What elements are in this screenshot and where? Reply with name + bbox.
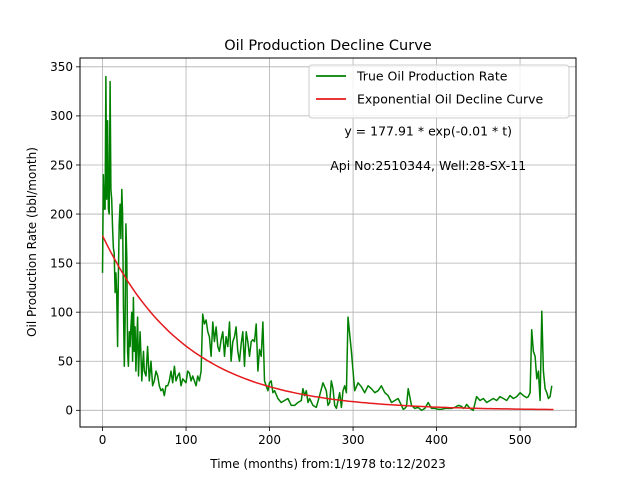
well-info-annotation: Api No:2510344, Well:28-SX-11 — [330, 158, 526, 173]
series-line-exponential-fit — [101, 235, 554, 411]
x-tick-label: 200 — [258, 433, 281, 447]
y-axis-ticks: 0 50 100 150 200 250 300 350 — [50, 60, 80, 418]
y-tick-label: 200 — [50, 207, 73, 221]
annotations: y = 177.91 * exp(-0.01 * t) Api No:25103… — [330, 124, 526, 173]
x-tick-label: 500 — [509, 433, 532, 447]
y-tick-label: 250 — [50, 158, 73, 172]
y-tick-label: 150 — [50, 256, 73, 270]
fit-equation-annotation: y = 177.91 * exp(-0.01 * t) — [344, 124, 512, 139]
y-tick-label: 350 — [50, 60, 73, 74]
x-axis-label: Time (months) from:1/1978 to:12/2023 — [209, 457, 446, 471]
y-axis-label: Oil Production Rate (bbl/month) — [25, 147, 39, 337]
y-tick-label: 50 — [58, 355, 73, 369]
legend: True Oil Production Rate Exponential Oil… — [308, 64, 570, 119]
x-axis-ticks: 0 100 200 300 400 500 — [99, 427, 532, 447]
x-tick-label: 300 — [342, 433, 365, 447]
plot-area — [101, 75, 554, 412]
legend-box — [308, 64, 570, 119]
plot-frame — [79, 57, 577, 428]
x-tick-label: 100 — [175, 433, 198, 447]
x-tick-label: 0 — [99, 433, 107, 447]
chart-title: Oil Production Decline Curve — [224, 38, 432, 54]
y-tick-label: 300 — [50, 109, 73, 123]
legend-label-true-rate: True Oil Production Rate — [356, 69, 508, 84]
legend-label-exponential-fit: Exponential Oil Decline Curve — [357, 92, 544, 107]
x-tick-label: 400 — [425, 433, 448, 447]
y-tick-label: 0 — [65, 404, 73, 418]
y-tick-label: 100 — [50, 305, 73, 319]
